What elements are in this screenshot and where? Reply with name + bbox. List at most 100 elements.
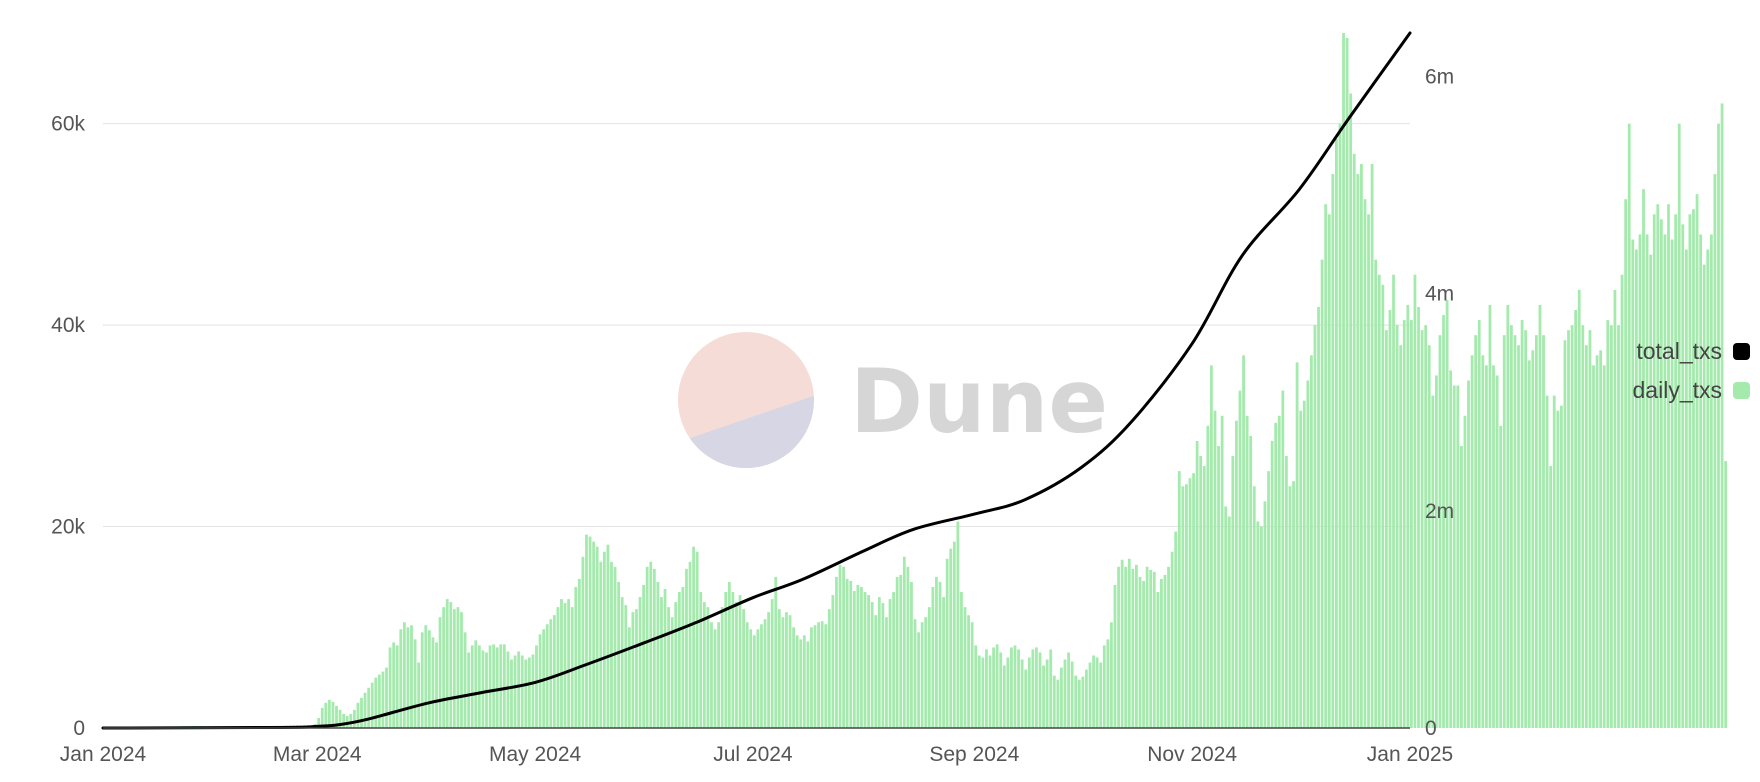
y-left-axis: 0 20k 40k 60k: [51, 113, 85, 740]
daily-txs-bar: [1459, 445, 1463, 728]
daily-txs-bar: [1559, 405, 1563, 728]
daily-txs-bar: [795, 635, 799, 728]
daily-txs-bar: [1074, 675, 1078, 728]
daily-txs-bar: [1370, 163, 1374, 729]
daily-txs-bar: [613, 566, 617, 728]
daily-txs-bar: [1070, 661, 1074, 728]
daily-txs-bar: [477, 645, 481, 728]
daily-txs-bar: [1199, 456, 1203, 728]
daily-txs-bar: [1420, 330, 1424, 728]
daily-txs-bar: [327, 699, 331, 728]
daily-txs-bar: [870, 602, 874, 728]
daily-txs-bar: [1106, 639, 1110, 728]
daily-txs-bar: [1270, 440, 1274, 728]
legend-item-total-txs[interactable]: total_txs: [1636, 338, 1750, 364]
x-tick-label: Jan 2024: [60, 743, 147, 766]
daily-txs-bar: [438, 617, 442, 728]
daily-txs-bar: [1156, 592, 1160, 728]
daily-txs-bar: [756, 629, 760, 728]
daily-txs-bar: [652, 568, 656, 728]
daily-txs-bar: [1717, 123, 1720, 729]
daily-txs-bar: [1617, 325, 1620, 728]
y-left-tick-label: 40k: [51, 314, 85, 337]
daily-txs-bar: [624, 605, 628, 728]
daily-txs-bar: [1145, 566, 1149, 728]
daily-txs-bar: [977, 655, 981, 728]
daily-txs-bar: [581, 556, 585, 728]
daily-txs-bar: [781, 617, 785, 728]
daily-txs-bar: [1488, 304, 1492, 728]
daily-txs-bar: [1352, 153, 1356, 728]
daily-txs-bar: [520, 655, 524, 728]
daily-txs-bar: [367, 687, 371, 728]
daily-txs-bar: [1127, 558, 1131, 728]
daily-txs-bar: [1045, 659, 1049, 728]
daily-txs-bar: [1702, 264, 1706, 728]
daily-txs-bar: [1092, 655, 1095, 728]
daily-txs-bar: [442, 607, 446, 728]
daily-txs-bar: [506, 651, 510, 728]
daily-txs-bar: [577, 578, 581, 728]
daily-txs-bar: [660, 597, 663, 728]
daily-txs-bar: [1477, 320, 1481, 728]
daily-txs-bar: [1631, 239, 1635, 728]
x-tick-label: Jul 2024: [713, 743, 793, 766]
daily-txs-bar: [445, 599, 449, 728]
daily-txs-bar: [1377, 274, 1381, 728]
daily-txs-bar: [677, 592, 681, 728]
daily-txs-bar: [595, 546, 599, 728]
y-left-tick-label: 20k: [51, 516, 85, 539]
daily-txs-bar: [567, 599, 571, 728]
daily-txs-bar: [1081, 676, 1085, 728]
daily-txs-bar: [1613, 289, 1617, 728]
daily-txs-bar: [1324, 204, 1328, 729]
daily-txs-bar: [1320, 259, 1324, 728]
daily-txs-bar: [1606, 320, 1610, 728]
daily-txs-bar: [927, 607, 931, 728]
daily-txs-bar: [1042, 665, 1045, 728]
daily-txs-bar: [952, 541, 956, 728]
daily-txs-bar: [1502, 335, 1506, 728]
daily-txs-bar: [399, 629, 403, 728]
daily-txs-bar: [845, 578, 849, 728]
legend: total_txs daily_txs: [1633, 338, 1750, 403]
daily-txs-bar: [813, 625, 817, 728]
daily-txs-bar: [1399, 345, 1403, 728]
daily-txs-bar: [1527, 360, 1531, 728]
daily-txs-bar: [549, 619, 553, 728]
daily-txs-bar: [1663, 234, 1667, 728]
daily-txs-bar: [406, 627, 410, 728]
daily-txs-bar: [1588, 330, 1592, 728]
daily-txs-bar: [1263, 501, 1267, 728]
x-tick-label: May 2024: [489, 743, 582, 766]
daily-txs-bar: [1517, 345, 1520, 728]
daily-txs-bar: [1349, 93, 1353, 728]
daily-txs-bar: [777, 609, 781, 728]
daily-txs-bar: [1185, 484, 1188, 728]
daily-txs-bar: [1484, 365, 1488, 728]
daily-txs-bar: [681, 586, 685, 728]
daily-txs-bar: [1274, 422, 1278, 728]
daily-txs-bar: [1345, 38, 1349, 728]
legend-item-daily-txs[interactable]: daily_txs: [1633, 377, 1750, 403]
legend-swatch-daily-txs: [1733, 382, 1750, 399]
daily-txs-bar: [1506, 304, 1510, 728]
daily-txs-bar: [1720, 103, 1724, 728]
daily-txs-bar: [1031, 649, 1035, 728]
daily-txs-bar: [342, 713, 346, 728]
daily-txs-bar: [1445, 299, 1449, 728]
watermark-text: Dune: [850, 350, 1108, 453]
daily-txs-bar: [892, 592, 895, 728]
daily-txs-bar: [556, 607, 560, 728]
daily-txs-bar: [1167, 566, 1170, 728]
daily-txs-bar: [1049, 649, 1053, 728]
daily-txs-bar: [535, 645, 538, 728]
daily-txs-bar: [838, 564, 842, 728]
daily-txs-bar: [1060, 667, 1063, 728]
daily-txs-bar: [999, 652, 1003, 728]
daily-txs-bar: [1277, 415, 1281, 728]
daily-txs-bar: [1220, 415, 1224, 728]
daily-txs-bar: [1063, 659, 1067, 728]
daily-txs-bar: [474, 640, 478, 728]
daily-txs-bar: [1531, 350, 1535, 728]
